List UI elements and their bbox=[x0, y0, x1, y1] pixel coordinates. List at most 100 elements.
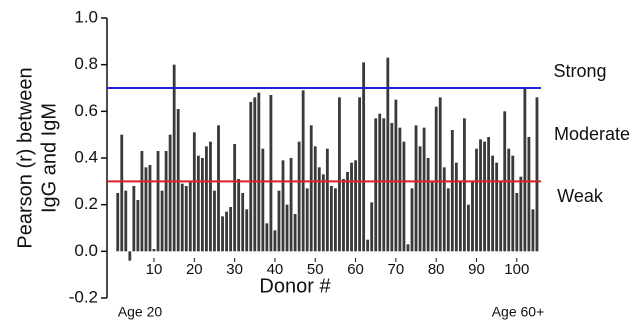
reference-label: Strong bbox=[553, 61, 606, 81]
x-tick-label: 40 bbox=[267, 261, 284, 278]
x-tick-label: 60 bbox=[347, 261, 364, 278]
bar bbox=[422, 127, 426, 252]
bar bbox=[164, 151, 168, 252]
bar bbox=[378, 113, 382, 252]
bar bbox=[148, 165, 152, 252]
bar bbox=[144, 167, 148, 252]
bar bbox=[281, 160, 285, 252]
annotation: Moderate bbox=[554, 124, 630, 144]
bar bbox=[217, 125, 220, 252]
bar bbox=[418, 146, 422, 252]
bar bbox=[471, 181, 474, 252]
bar bbox=[136, 200, 140, 252]
bar bbox=[442, 167, 446, 252]
bar bbox=[124, 190, 128, 252]
bar bbox=[329, 186, 333, 252]
bar bbox=[430, 181, 434, 252]
bar bbox=[209, 141, 212, 252]
bar bbox=[229, 207, 233, 252]
bar bbox=[507, 148, 511, 252]
y-tick-label: 0.2 bbox=[74, 194, 98, 213]
bar bbox=[152, 249, 156, 252]
x-tick-label: 20 bbox=[186, 261, 203, 278]
bar bbox=[398, 127, 402, 252]
bar bbox=[402, 141, 406, 252]
bar bbox=[200, 158, 204, 252]
reference-label: Weak bbox=[557, 186, 604, 206]
bar bbox=[184, 186, 188, 252]
bar bbox=[233, 144, 237, 252]
bar bbox=[313, 146, 317, 252]
bar bbox=[188, 181, 192, 252]
y-tick-label: -0.2 bbox=[69, 287, 98, 306]
bar bbox=[495, 162, 499, 252]
bar bbox=[317, 167, 321, 252]
bar bbox=[297, 141, 301, 252]
bar bbox=[406, 244, 410, 252]
bar bbox=[225, 211, 228, 252]
bar bbox=[253, 97, 257, 252]
bar bbox=[172, 64, 176, 252]
bar bbox=[467, 204, 470, 252]
bar bbox=[515, 193, 519, 252]
bar bbox=[531, 209, 535, 252]
bar bbox=[289, 158, 293, 252]
bar bbox=[394, 99, 398, 252]
bar bbox=[358, 97, 362, 252]
bar bbox=[483, 141, 486, 252]
bar bbox=[301, 90, 305, 252]
bar bbox=[479, 139, 482, 252]
bar bbox=[205, 146, 208, 252]
bar bbox=[293, 214, 297, 252]
bar bbox=[249, 102, 253, 252]
bar bbox=[321, 174, 325, 252]
bar bbox=[334, 188, 337, 252]
bar bbox=[386, 57, 390, 252]
bar bbox=[475, 148, 478, 252]
bar bbox=[132, 186, 136, 252]
x-tick-label: 50 bbox=[307, 261, 324, 278]
bar bbox=[446, 188, 450, 252]
x-tick-label: 70 bbox=[388, 261, 405, 278]
bar bbox=[245, 209, 249, 252]
y-tick-label: 0.4 bbox=[74, 147, 98, 166]
y-tick-label: 0.0 bbox=[74, 241, 98, 260]
bar bbox=[390, 123, 394, 252]
y-tick-label: 0.6 bbox=[74, 101, 98, 120]
bar bbox=[192, 132, 196, 252]
annotation: Age 60+ bbox=[492, 304, 545, 320]
bar bbox=[458, 181, 462, 252]
bar bbox=[241, 193, 245, 252]
bar bbox=[370, 202, 374, 252]
bar bbox=[168, 134, 172, 252]
bar bbox=[487, 137, 491, 252]
bar bbox=[491, 155, 495, 252]
bar bbox=[523, 88, 527, 252]
bar bbox=[237, 179, 241, 252]
bar bbox=[156, 151, 160, 252]
bar bbox=[176, 109, 180, 252]
y-tick-label: 0.8 bbox=[74, 54, 98, 73]
bar bbox=[120, 134, 124, 252]
bar bbox=[535, 97, 539, 252]
x-tick-label: 30 bbox=[226, 261, 243, 278]
bar bbox=[366, 239, 370, 252]
bar bbox=[116, 193, 120, 252]
bar bbox=[527, 137, 531, 252]
x-tick-label: 90 bbox=[468, 261, 485, 278]
bar bbox=[374, 118, 378, 252]
bar bbox=[128, 251, 132, 261]
bar bbox=[325, 148, 329, 252]
bar bbox=[213, 190, 216, 252]
x-axis-title: Donor # bbox=[259, 275, 331, 297]
bar bbox=[499, 181, 503, 252]
bar bbox=[354, 160, 357, 252]
y-axis-title: Pearson (r) between bbox=[14, 67, 36, 248]
bar bbox=[257, 92, 261, 252]
x-tick-label: 10 bbox=[146, 261, 163, 278]
x-tick-label: 100 bbox=[504, 261, 529, 278]
bar bbox=[180, 183, 184, 252]
bar bbox=[410, 188, 414, 252]
bar bbox=[414, 125, 418, 252]
